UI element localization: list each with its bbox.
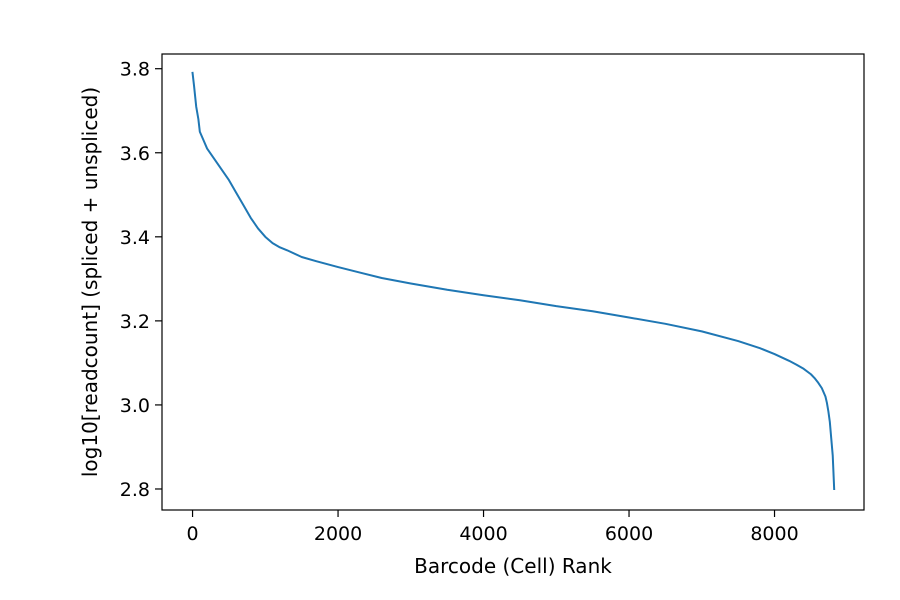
x-tick-label: 6000 (605, 523, 653, 545)
y-tick-label: 3.6 (120, 143, 150, 165)
x-tick-label: 0 (187, 523, 199, 545)
y-axis: 2.8 3.0 3.2 3.4 3.6 3.8 (120, 59, 162, 501)
y-tick-label: 3.0 (120, 395, 150, 417)
y-tick-label: 3.2 (120, 311, 150, 333)
x-tick-label: 8000 (750, 523, 798, 545)
x-tick-label: 2000 (314, 523, 362, 545)
series-line (191, 71, 836, 491)
axes-frame (161, 53, 865, 511)
x-tick-label: 4000 (459, 523, 507, 545)
y-tick-label: 3.8 (120, 59, 150, 81)
y-tick-label: 2.8 (120, 479, 150, 501)
y-tick-label: 3.4 (120, 227, 150, 249)
plot-area (161, 53, 865, 511)
y-axis-label: log10[readcount] (spliced + unspliced) (78, 87, 102, 477)
x-axis: 0 2000 4000 6000 8000 (187, 510, 799, 545)
x-axis-label: Barcode (Cell) Rank (414, 554, 612, 578)
